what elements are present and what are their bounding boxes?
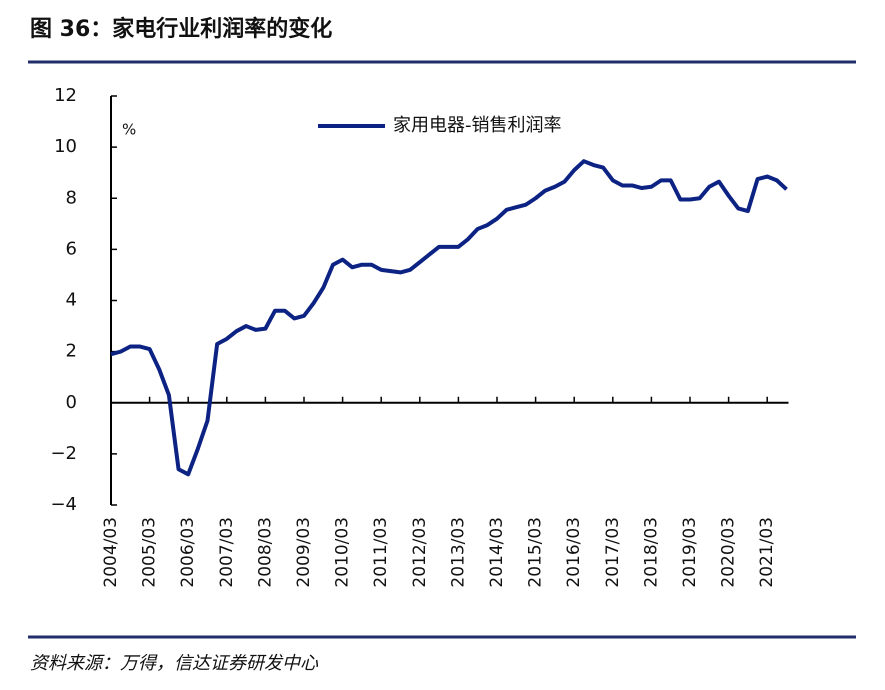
x-tick-label: 2008/03 xyxy=(255,517,275,588)
x-tick-label: 2007/03 xyxy=(217,517,237,588)
x-tick-label: 2013/03 xyxy=(448,517,468,588)
y-tick-label: 10 xyxy=(54,136,77,157)
chart-title: 图 36：家电行业利润率的变化 xyxy=(30,16,332,42)
x-tick-label: 2012/03 xyxy=(410,517,430,588)
y-unit: % xyxy=(122,121,136,139)
x-tick-label: 2010/03 xyxy=(333,517,353,588)
x-tick-label: 2005/03 xyxy=(140,517,160,588)
x-tick-label: 2017/03 xyxy=(603,517,623,588)
x-tick-label: 2009/03 xyxy=(294,517,314,588)
y-tick-label: −2 xyxy=(50,443,77,464)
x-tick-label: 2021/03 xyxy=(757,517,777,588)
x-tick-label: 2014/03 xyxy=(487,517,507,588)
y-tick-label: 4 xyxy=(66,290,77,311)
y-tick-label: 12 xyxy=(54,85,77,106)
x-tick-label: 2018/03 xyxy=(641,517,661,588)
y-tick-label: 2 xyxy=(66,341,77,362)
source: 资料来源：万得，信达证券研发中心 xyxy=(30,653,319,674)
y-tick-label: −4 xyxy=(50,494,77,515)
x-tick-label: 2004/03 xyxy=(101,517,121,588)
y-tick-label: 0 xyxy=(66,392,77,413)
y-tick-label: 8 xyxy=(66,187,77,208)
series-line xyxy=(110,159,788,477)
x-tick-label: 2019/03 xyxy=(680,517,700,588)
legend-label: 家用电器-销售利润率 xyxy=(393,115,562,136)
x-tick-label: 2006/03 xyxy=(178,517,198,588)
y-tick-label: 6 xyxy=(66,238,77,259)
x-tick-label: 2011/03 xyxy=(371,517,391,588)
x-tick-label: 2015/03 xyxy=(526,517,546,588)
x-tick-label: 2016/03 xyxy=(564,517,584,588)
x-tick-label: 2020/03 xyxy=(719,517,739,588)
